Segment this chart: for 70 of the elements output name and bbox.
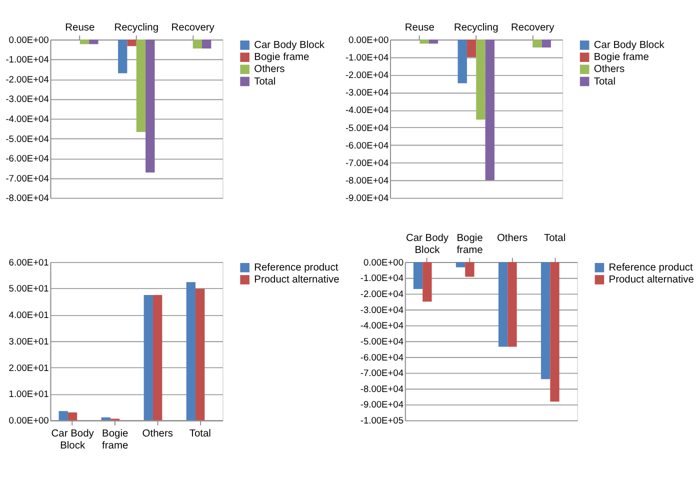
legend-label: Reference product bbox=[254, 262, 338, 274]
y-tick-label: 3.00E+01 bbox=[8, 336, 49, 346]
y-tick-label: 0.00E+00 bbox=[8, 416, 49, 426]
x-tick-label: Others bbox=[496, 233, 528, 244]
legend-label: Bogie frame bbox=[594, 52, 650, 64]
x-tick-label: Recovery bbox=[511, 22, 556, 34]
y-tick-label: -3.00E+04 bbox=[6, 94, 49, 104]
legend-label: Others bbox=[594, 64, 625, 76]
y-tick-label: -1.00E+04 bbox=[360, 273, 404, 284]
legend-label: Others bbox=[254, 64, 285, 76]
bar bbox=[144, 295, 153, 420]
y-tick-label: -6.00E+04 bbox=[345, 140, 389, 150]
y-tick-label: -2.00E+04 bbox=[360, 288, 404, 299]
y-tick-label: -4.00E+04 bbox=[345, 105, 389, 116]
y-tick-label: -3.00E+04 bbox=[345, 88, 389, 98]
x-tick-label: Recycling bbox=[454, 22, 499, 34]
bar bbox=[101, 417, 110, 420]
legend-label: Car Body Block bbox=[594, 40, 666, 51]
y-tick-label: 0.00E+00 bbox=[348, 34, 389, 45]
legend-label: Reference product bbox=[608, 262, 694, 274]
y-tick-label: -1.00E+04 bbox=[6, 54, 49, 65]
y-tick-label: -4.00E+04 bbox=[360, 320, 404, 331]
y-tick-label: -2.00E+04 bbox=[6, 74, 49, 84]
y-tick-label: -7.00E+04 bbox=[6, 173, 49, 184]
x-tick-label: Recycling bbox=[114, 22, 159, 34]
y-tick-label: -1.00E+05 bbox=[360, 416, 404, 426]
x-tick-label: Bogie frame bbox=[102, 428, 128, 452]
legend-label: Product alternative bbox=[608, 274, 694, 286]
x-tick-label: Reuse bbox=[65, 22, 95, 34]
bar bbox=[186, 282, 196, 420]
y-tick-label: -6.00E+04 bbox=[6, 154, 49, 164]
y-tick-label: -8.00E+04 bbox=[345, 176, 389, 186]
legend-label: Car Body Block bbox=[254, 40, 326, 51]
bar bbox=[68, 412, 78, 420]
y-tick-label: 2.00E+01 bbox=[8, 362, 49, 373]
y-tick-label: 1.00E+01 bbox=[8, 389, 49, 400]
x-tick-label: Others bbox=[142, 428, 173, 440]
y-tick-label: -2.00E+04 bbox=[345, 70, 389, 80]
legend-label: Total bbox=[594, 76, 616, 88]
legend-label: Bogie frame bbox=[254, 52, 310, 64]
x-tick-label: Reuse bbox=[404, 22, 435, 34]
y-tick-label: -9.00E+04 bbox=[360, 400, 404, 410]
y-tick-label: -9.00E+04 bbox=[345, 193, 389, 204]
bar bbox=[58, 411, 68, 420]
y-tick-label: 6.00E+01 bbox=[8, 257, 49, 268]
y-tick-label: -5.00E+04 bbox=[360, 336, 404, 346]
y-tick-label: -7.00E+04 bbox=[345, 158, 389, 168]
y-tick-label: -6.00E+04 bbox=[360, 352, 404, 362]
y-tick-label: 0.00E+00 bbox=[8, 34, 49, 45]
y-tick-label: 5.00E+01 bbox=[8, 284, 49, 294]
x-tick-label: Total bbox=[544, 233, 566, 244]
x-tick-label: Car Body Block bbox=[406, 233, 450, 256]
y-tick-label: -5.00E+04 bbox=[345, 122, 389, 133]
y-tick-label: -5.00E+04 bbox=[6, 134, 49, 144]
y-tick-label: 4.00E+01 bbox=[8, 310, 49, 320]
x-tick-label: Car Body Block bbox=[51, 428, 95, 452]
bar bbox=[196, 288, 205, 420]
legend-label: Total bbox=[254, 76, 276, 88]
y-tick-label: -1.00E+04 bbox=[345, 52, 389, 62]
y-tick-label: -8.00E+04 bbox=[360, 384, 404, 394]
y-tick-label: -8.00E+04 bbox=[6, 193, 49, 204]
x-tick-label: Recovery bbox=[171, 22, 216, 34]
y-tick-label: -3.00E+04 bbox=[360, 304, 404, 315]
bar bbox=[152, 295, 162, 420]
y-tick-label: -4.00E+04 bbox=[6, 114, 49, 124]
y-tick-label: -7.00E+04 bbox=[360, 368, 404, 378]
legend-label: Product alternative bbox=[254, 274, 340, 286]
y-tick-label: 0.00E+00 bbox=[363, 257, 404, 268]
x-tick-label: Bogie frame bbox=[456, 233, 484, 256]
x-tick-label: Total bbox=[189, 428, 211, 440]
